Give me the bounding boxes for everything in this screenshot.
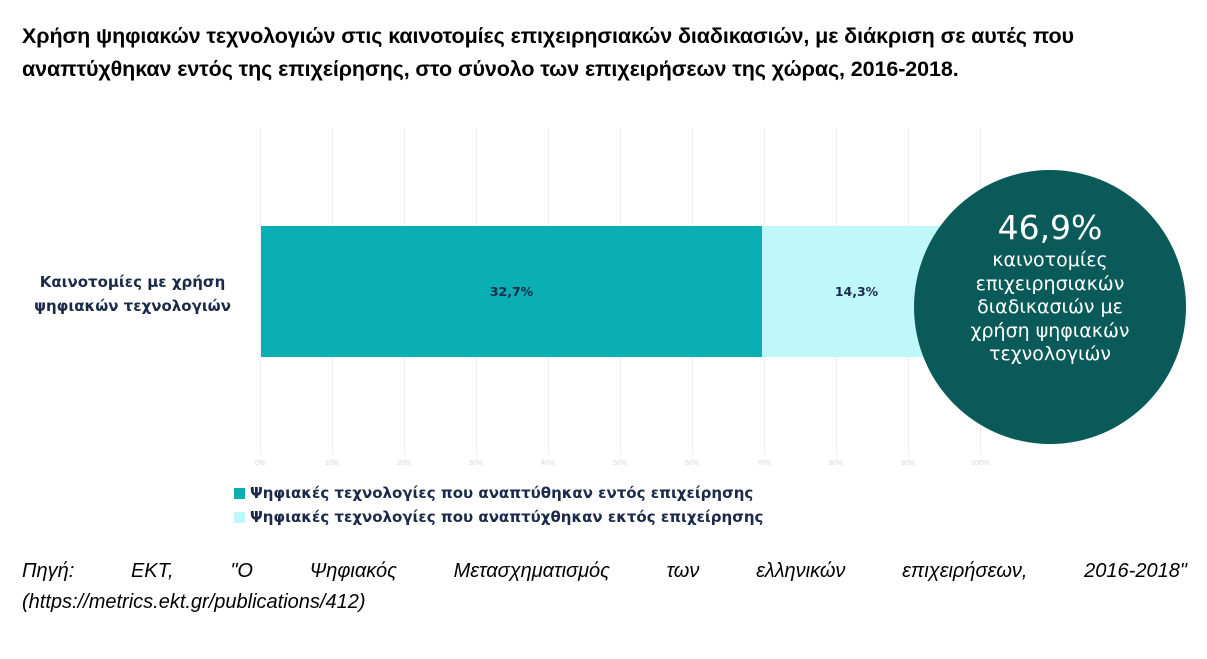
x-tick-label: 80% xyxy=(828,460,844,467)
legend: Ψηφιακές τεχνολογίες που αναπτύθηκαν εντ… xyxy=(234,481,763,529)
source-word: ΕΚΤ, xyxy=(130,560,174,582)
legend-label: Ψηφιακές τεχνολογίες που αναπτύχθηκαν εκ… xyxy=(250,508,764,526)
x-tick-label: 60% xyxy=(684,460,700,467)
x-tick-label: 50% xyxy=(612,460,628,467)
source-word: επιχειρήσεων, xyxy=(902,560,1028,582)
bubble-text: καινοτομίες επιχειρησιακών διαδικασιών μ… xyxy=(970,249,1130,365)
source-word: ελληνικών xyxy=(756,560,846,582)
x-tick-label: 100% xyxy=(971,460,989,467)
bar-inside-enterprise: 32,7% xyxy=(261,226,762,357)
source-note: Πηγή: ΕΚΤ, "Ο Ψηφιακός Μετασχηματισμός των ελλ… xyxy=(22,556,1187,618)
source-line-1: Πηγή: ΕΚΤ, "Ο Ψηφιακός Μετασχηματισμός των ελλ… xyxy=(22,556,1187,587)
legend-swatch-teal xyxy=(234,487,245,499)
source-word: 2016-2018" xyxy=(1084,560,1187,582)
legend-item-outside: Ψηφιακές τεχνολογίες που αναπτύχθηκαν εκ… xyxy=(234,505,763,529)
category-label: Καινοτομίες με χρήση ψηφιακών τεχνολογιώ… xyxy=(34,273,231,315)
gridline xyxy=(260,128,261,455)
source-word: Ψηφιακός xyxy=(309,560,397,582)
bar-value-label: 32,7% xyxy=(489,284,534,299)
bubble-value: 46,9% xyxy=(997,208,1103,247)
x-tick-label: 10% xyxy=(324,460,340,467)
source-word: Πηγή: xyxy=(22,560,75,582)
chart-area: 0% 10% 20% 30% 40% 50% 60% 70% 80% 90% 100% Καινοτ… xyxy=(0,120,1207,530)
x-tick-label: 90% xyxy=(900,460,916,467)
source-word: Μετασχηματισμός xyxy=(453,560,610,582)
x-tick-label: 40% xyxy=(540,460,556,467)
chart-title: Χρήση ψηφιακών τεχνολογιών στις καινοτομ… xyxy=(22,24,1074,81)
bar-value-label: 14,3% xyxy=(834,284,879,299)
legend-label: Ψηφιακές τεχνολογίες που αναπτύθηκαν εντ… xyxy=(250,484,754,502)
x-tick-label: 0% xyxy=(254,460,266,467)
source-word: των xyxy=(666,560,700,582)
x-tick-label: 30% xyxy=(468,460,484,467)
source-url: (https://metrics.ekt.gr/publications/412… xyxy=(22,591,366,613)
legend-item-inside: Ψηφιακές τεχνολογίες που αναπτύθηκαν εντ… xyxy=(234,481,763,505)
legend-swatch-light xyxy=(234,511,245,523)
source-word: "Ο xyxy=(230,560,253,582)
x-tick-label: 70% xyxy=(756,460,772,467)
total-bubble: 46,9% καινοτομίες επιχειρησιακών διαδικα… xyxy=(914,170,1186,444)
x-tick-label: 20% xyxy=(396,460,412,467)
